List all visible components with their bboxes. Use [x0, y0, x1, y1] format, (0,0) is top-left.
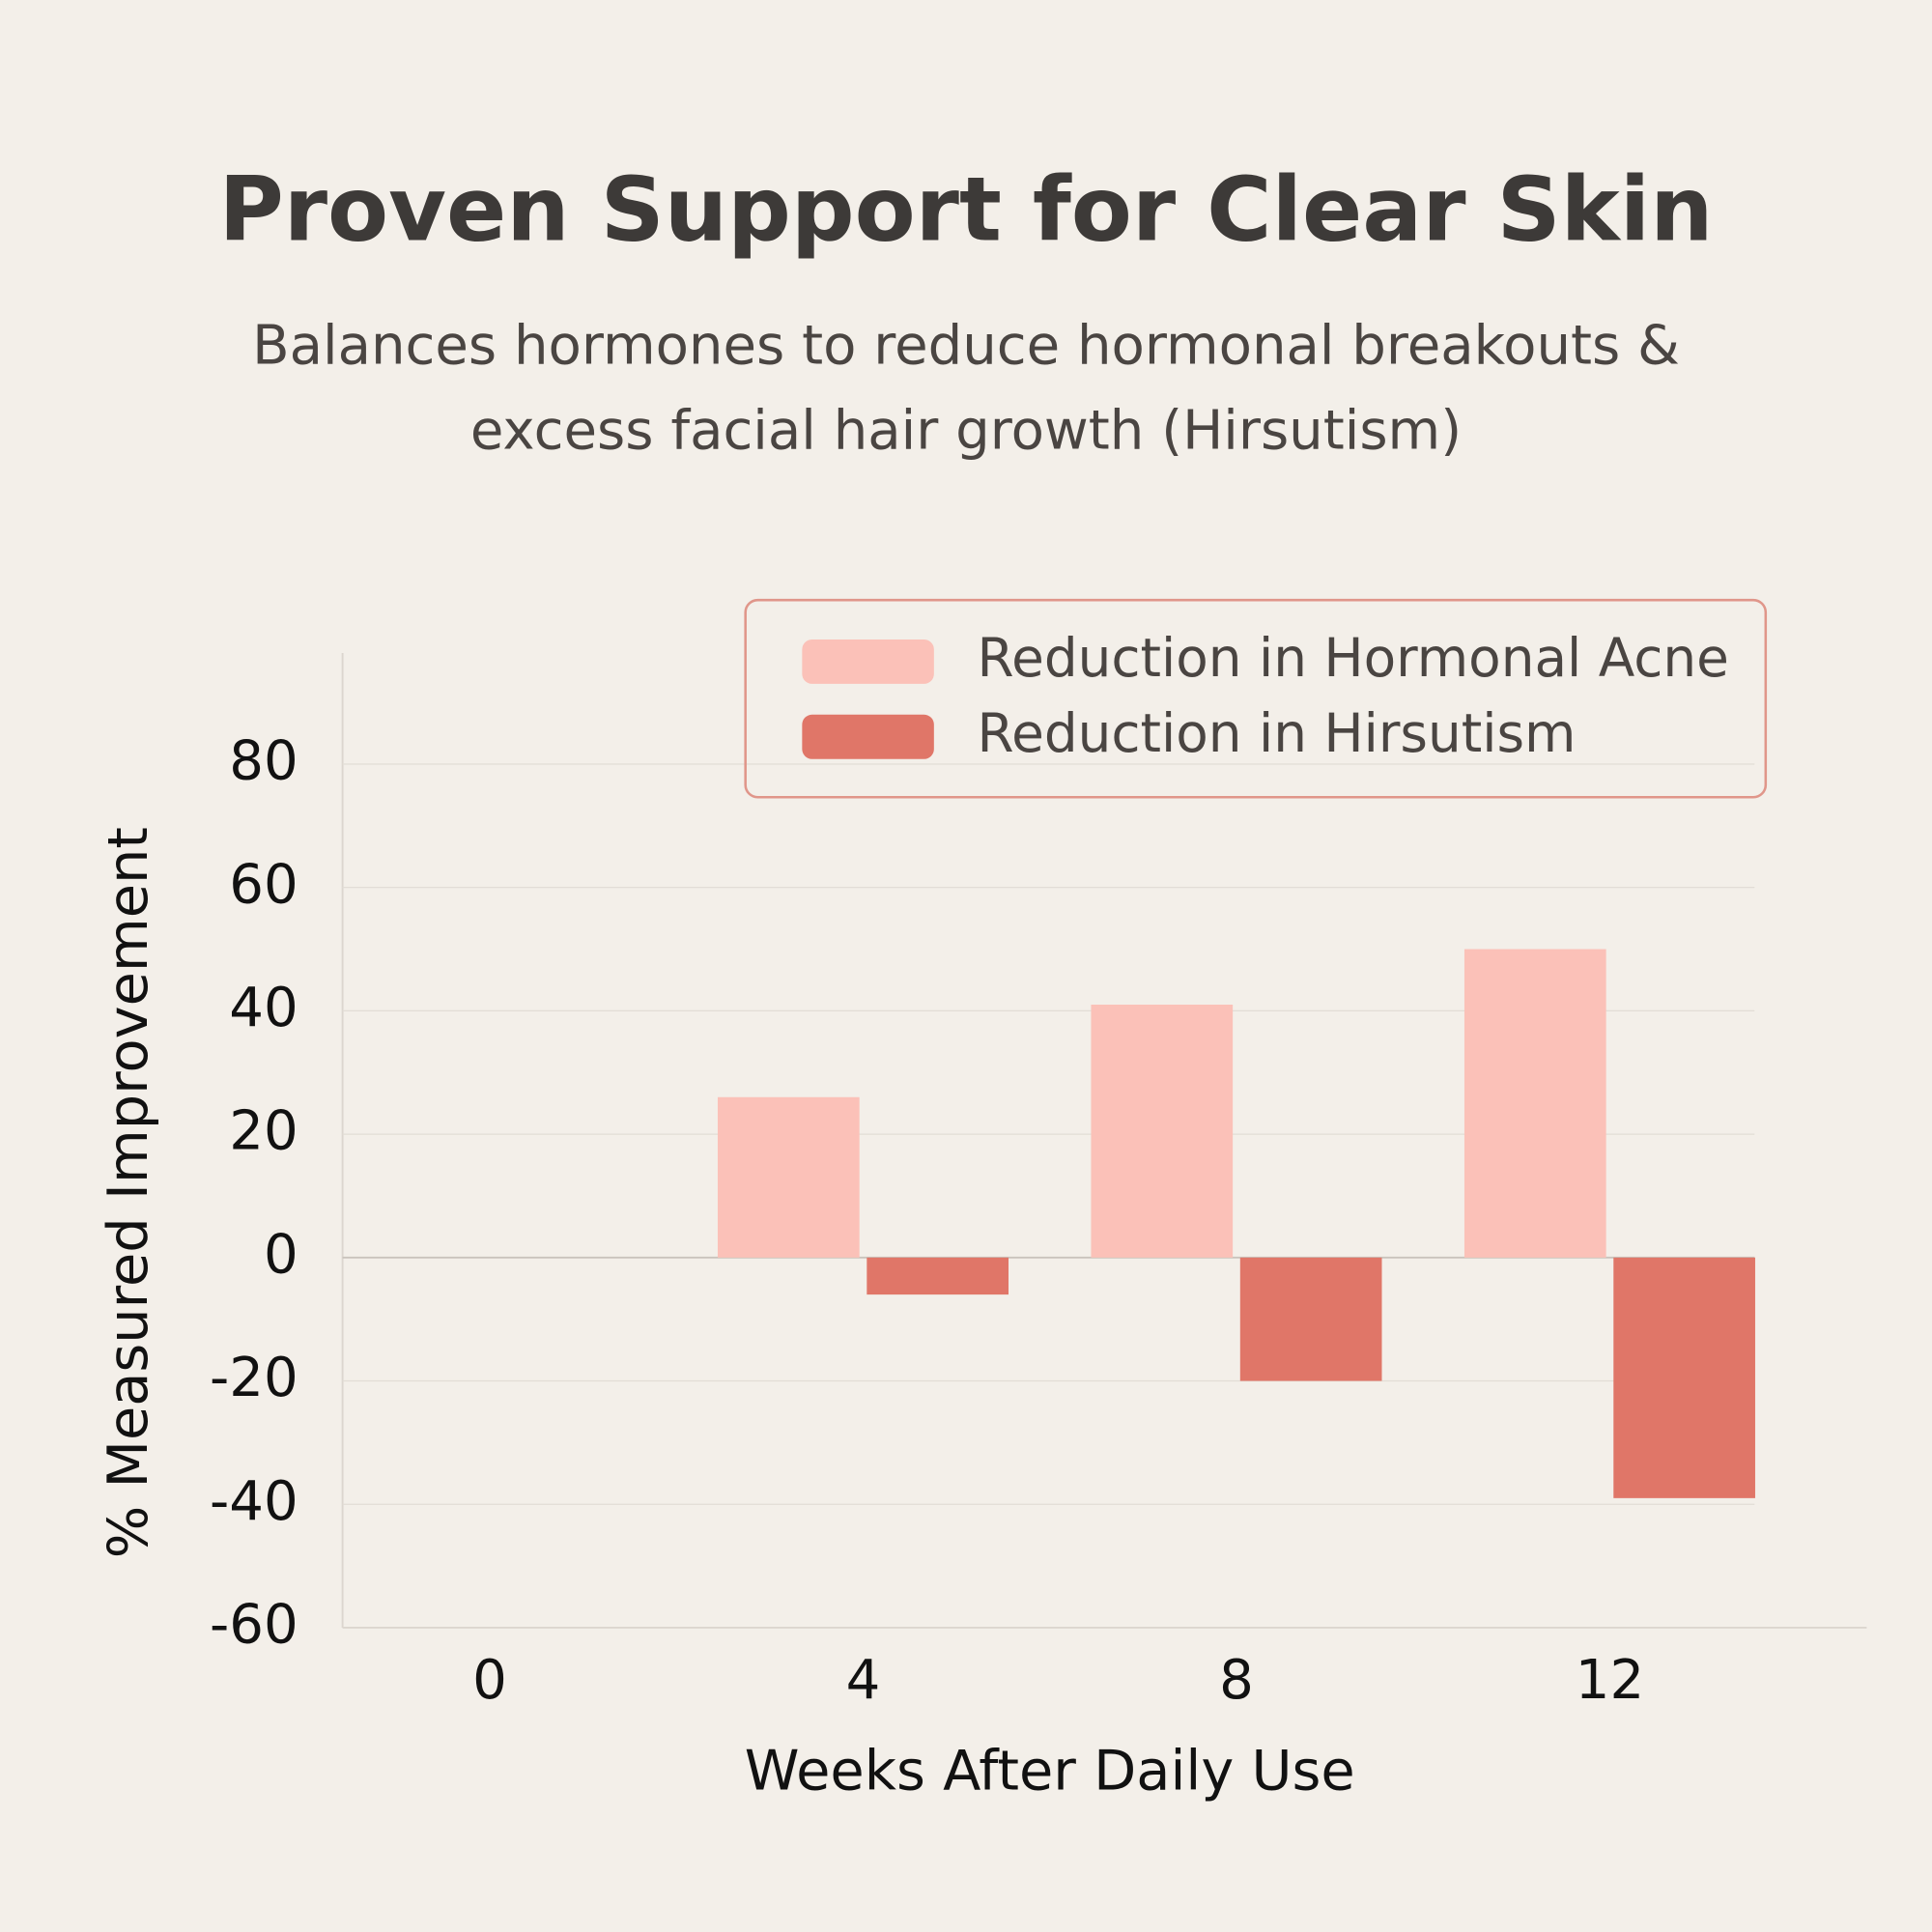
bar: [1463, 949, 1606, 1258]
y-tick-label: 20: [229, 1100, 298, 1163]
x-tick-label: 0: [472, 1649, 507, 1712]
bar: [1239, 1257, 1382, 1381]
x-tick-label: 8: [1219, 1649, 1254, 1712]
chart-subtitle: Balances hormones to reduce hormonal bre…: [252, 315, 1680, 378]
y-tick-label: 80: [229, 730, 298, 793]
y-tick-label: 40: [229, 977, 298, 1039]
bars: 0 4 8 12: [472, 949, 1755, 1712]
y-tick-label: 0: [264, 1223, 298, 1286]
legend-swatch: [802, 639, 934, 684]
x-tick-label: 12: [1576, 1649, 1644, 1712]
chart-subtitle: excess facial hair growth (Hirsutism): [470, 400, 1462, 463]
legend-label: Reduction in Hormonal Acne: [977, 627, 1728, 689]
legend: Reduction in Hormonal Acne Reduction in H…: [744, 598, 1768, 799]
y-tick-label: 60: [229, 853, 298, 916]
bar: [717, 1096, 860, 1258]
y-axis-label: % Measured Improvement: [96, 827, 160, 1558]
legend-swatch: [802, 714, 934, 759]
y-tick-label: -60: [210, 1594, 298, 1657]
x-tick-label: 4: [846, 1649, 881, 1712]
y-tick-label: -40: [210, 1470, 298, 1533]
legend-box: [744, 598, 1768, 799]
legend-label: Reduction in Hirsutism: [977, 702, 1576, 764]
x-axis-label: Weeks After Daily Use: [745, 1738, 1355, 1803]
grid: -60 -40 -20 0 20 40 60 80: [210, 653, 1867, 1657]
y-tick-label: -20: [210, 1347, 298, 1409]
bar: [867, 1257, 1009, 1295]
bar: [1613, 1257, 1755, 1498]
chart-title: Proven Support for Clear Skin: [218, 158, 1713, 262]
bar: [1091, 1005, 1234, 1258]
